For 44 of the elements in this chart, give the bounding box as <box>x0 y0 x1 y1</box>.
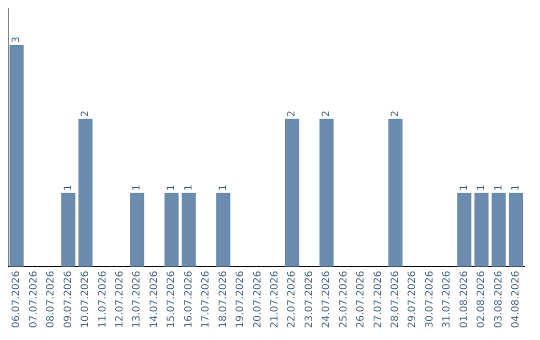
x-tick-label: 20.07.2026 <box>252 270 264 328</box>
x-tick-label: 31.07.2026 <box>442 270 453 328</box>
x-tick-label: 17.07.2026 <box>200 270 212 328</box>
x-tick-label: 23.07.2026 <box>304 270 315 328</box>
data-label: 1 <box>458 184 470 191</box>
x-tick-label: 09.07.2026 <box>62 270 74 328</box>
x-tick-label: 10.07.2026 <box>80 270 92 328</box>
x-tick-label: 22.07.2026 <box>286 270 298 328</box>
x-tick-label: 29.07.2026 <box>407 270 418 328</box>
x-tick-label: 18.07.2026 <box>218 270 229 328</box>
x-tick-label: 24.07.2026 <box>321 270 332 328</box>
x-tick-label: 03.08.2026 <box>493 270 504 328</box>
data-label: 1 <box>183 184 194 191</box>
data-label: 3 <box>11 36 22 43</box>
data-label: 1 <box>476 184 488 191</box>
data-label: 1 <box>166 184 178 191</box>
x-tick-label: 11.07.2026 <box>97 270 108 328</box>
x-tick-label: 07.07.2026 <box>28 270 40 328</box>
data-label: 2 <box>286 110 298 117</box>
data-label: 1 <box>132 184 143 191</box>
data-label: 2 <box>390 110 401 117</box>
x-tick-label: 28.07.2026 <box>390 270 401 328</box>
data-label: 1 <box>62 184 74 191</box>
x-tick-label: 08.07.2026 <box>46 270 57 328</box>
x-tick-label: 19.07.2026 <box>235 270 246 328</box>
x-tick-label: 15.07.2026 <box>166 270 178 328</box>
x-tick-label: 14.07.2026 <box>148 270 160 328</box>
x-tick-label: 21.07.2026 <box>269 270 280 328</box>
data-label: 1 <box>510 184 522 191</box>
data-label: 1 <box>218 184 229 191</box>
x-tick-label: 06.07.2026 <box>11 270 22 328</box>
data-label: 2 <box>80 110 92 117</box>
x-tick-label: 30.07.2026 <box>424 270 436 328</box>
x-tick-label: 13.07.2026 <box>132 270 143 328</box>
x-tick-label: 04.08.2026 <box>510 270 522 328</box>
data-label: 2 <box>321 110 332 117</box>
x-tick-label: 26.07.2026 <box>356 270 367 328</box>
x-tick-label: 01.08.2026 <box>458 270 470 328</box>
x-tick-label: 02.08.2026 <box>476 270 488 328</box>
data-label: 1 <box>493 184 504 191</box>
x-tick-label: 16.07.2026 <box>183 270 194 328</box>
x-tick-label: 25.07.2026 <box>338 270 350 328</box>
x-tick-label: 12.07.2026 <box>114 270 126 328</box>
x-tick-label: 27.07.2026 <box>372 270 384 328</box>
